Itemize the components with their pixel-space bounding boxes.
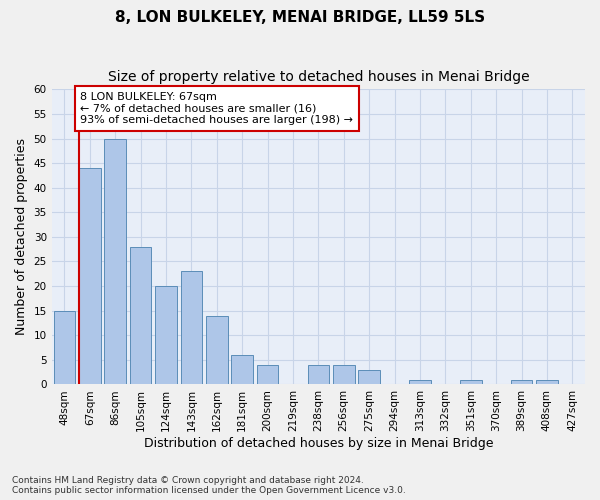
Bar [130, 246, 151, 384]
Bar [536, 380, 557, 384]
Text: 8 LON BULKELEY: 67sqm
← 7% of detached houses are smaller (16)
93% of semi-detac: 8 LON BULKELEY: 67sqm ← 7% of detached h… [80, 92, 353, 125]
Bar [511, 380, 532, 384]
Text: Contains HM Land Registry data © Crown copyright and database right 2024.
Contai: Contains HM Land Registry data © Crown c… [12, 476, 406, 495]
X-axis label: Distribution of detached houses by size in Menai Bridge: Distribution of detached houses by size … [143, 437, 493, 450]
Y-axis label: Number of detached properties: Number of detached properties [15, 138, 28, 336]
Bar [232, 355, 253, 384]
Bar [460, 380, 482, 384]
Text: 8, LON BULKELEY, MENAI BRIDGE, LL59 5LS: 8, LON BULKELEY, MENAI BRIDGE, LL59 5LS [115, 10, 485, 25]
Bar [79, 168, 101, 384]
Bar [257, 365, 278, 384]
Bar [104, 138, 126, 384]
Bar [206, 316, 227, 384]
Bar [333, 365, 355, 384]
Bar [308, 365, 329, 384]
Title: Size of property relative to detached houses in Menai Bridge: Size of property relative to detached ho… [107, 70, 529, 84]
Bar [409, 380, 431, 384]
Bar [358, 370, 380, 384]
Bar [155, 286, 177, 384]
Bar [53, 310, 75, 384]
Bar [181, 272, 202, 384]
